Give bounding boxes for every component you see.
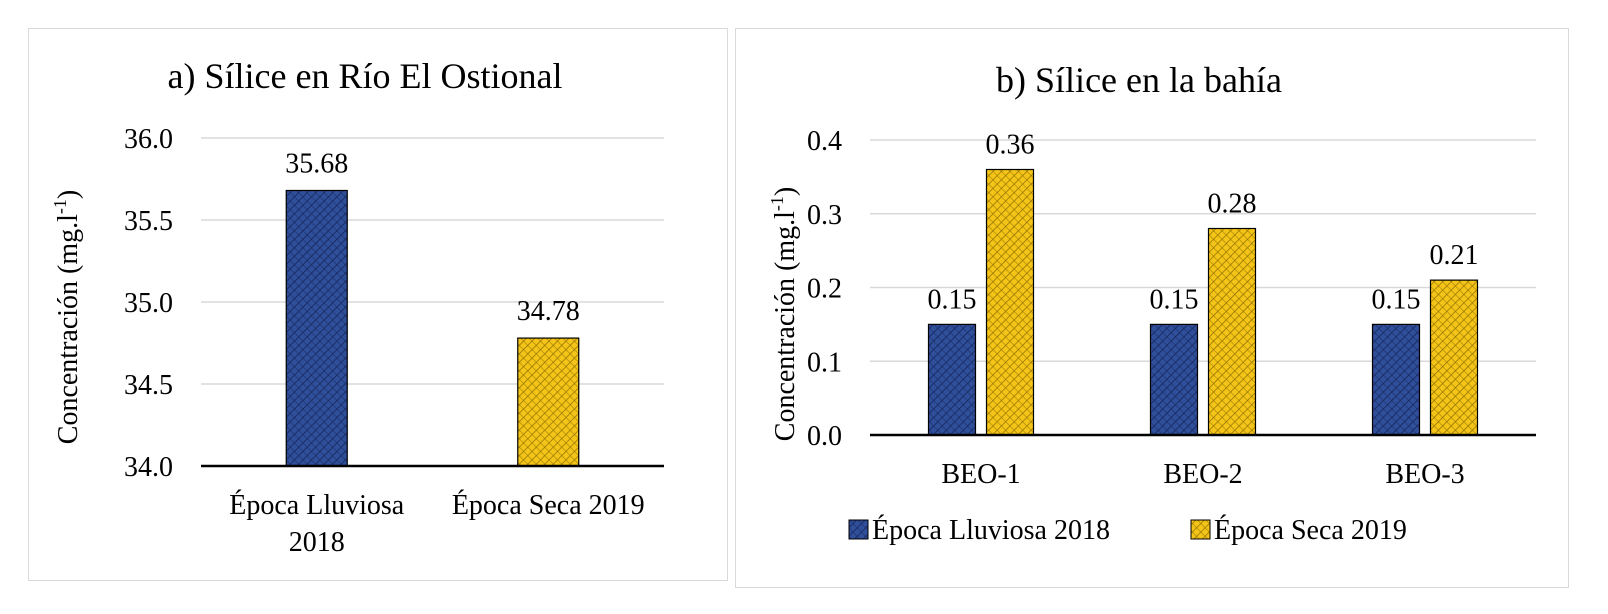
data-label: 35.68: [285, 148, 348, 179]
chart-panel-b: b) Sílice en la bahía 0.0 0.1 0.2 0.3 0.4 Conc…: [735, 28, 1569, 588]
data-label: 0.36: [986, 130, 1035, 161]
y-tick-label: 0.1: [807, 347, 842, 378]
legend-swatch-series-1: [848, 519, 869, 540]
y-axis-label-main: Concentración (mg.l: [770, 211, 801, 441]
bar-2: [517, 337, 580, 467]
y-tick-label: 0.2: [807, 274, 842, 305]
y-axis-label-main: Concentración (mg.l: [53, 214, 84, 444]
x-tick-label-line1: Época Seca 2019: [452, 490, 645, 521]
x-tick-label-line2: 2018: [289, 527, 345, 558]
data-label: 0.28: [1208, 189, 1257, 220]
y-tick-label: 35.5: [124, 206, 173, 237]
data-label: 0.15: [1372, 284, 1421, 315]
y-axis-label-close: ): [770, 187, 801, 196]
data-label: 34.78: [517, 296, 580, 327]
bar-beo-1-series-1: [927, 323, 977, 436]
y-tick-label: 0.4: [807, 126, 842, 157]
legend-label: Época Lluviosa 2018: [872, 515, 1110, 546]
chart-title: a) Sílice en Río El Ostional: [168, 56, 563, 96]
y-tick-label: 34.0: [124, 452, 173, 483]
x-tick-label: BEO-3: [1385, 459, 1464, 490]
y-tick-label: 0.3: [807, 200, 842, 231]
y-axis-label-sup: -1: [50, 199, 70, 214]
chart-a-svg: a) Sílice en Río El Ostional 34.0 34.5 35.0…: [50, 56, 664, 558]
chart-title: b) Sílice en la bahía: [996, 60, 1282, 100]
legend-label: Época Seca 2019: [1214, 515, 1407, 546]
x-tick-label-line1: Época Lluviosa: [229, 490, 405, 521]
y-tick-label: 34.5: [124, 370, 173, 401]
bar-beo-2-series-2: [1207, 227, 1257, 436]
y-tick-label: 35.0: [124, 288, 173, 319]
x-tick-label: BEO-1: [941, 459, 1020, 490]
bar-1: [285, 189, 348, 467]
x-tick-label: BEO-2: [1163, 459, 1242, 490]
data-label: 0.15: [1150, 284, 1199, 315]
legend-swatch-series-2: [1190, 519, 1211, 540]
y-tick-label: 0.0: [807, 421, 842, 452]
chart-b-svg: b) Sílice en la bahía0.00.10.20.30.4Conc…: [767, 60, 1536, 546]
y-axis-label-sup: -1: [767, 196, 787, 211]
y-axis-label-close: ): [53, 190, 84, 199]
data-label: 0.21: [1430, 240, 1479, 271]
bar-beo-3-series-2: [1429, 279, 1479, 436]
y-axis-label: Concentración (mg.l-1): [50, 190, 84, 444]
bar-beo-1-series-2: [985, 168, 1035, 436]
chart-panel-a: a) Sílice en Río El Ostional 34.0 34.5 35.0…: [28, 28, 728, 581]
bar-beo-2-series-1: [1149, 323, 1199, 436]
y-tick-label: 36.0: [124, 124, 173, 155]
y-axis-label: Concentración (mg.l-1): [767, 187, 801, 441]
bar-beo-3-series-1: [1371, 323, 1421, 436]
data-label: 0.15: [928, 284, 977, 315]
